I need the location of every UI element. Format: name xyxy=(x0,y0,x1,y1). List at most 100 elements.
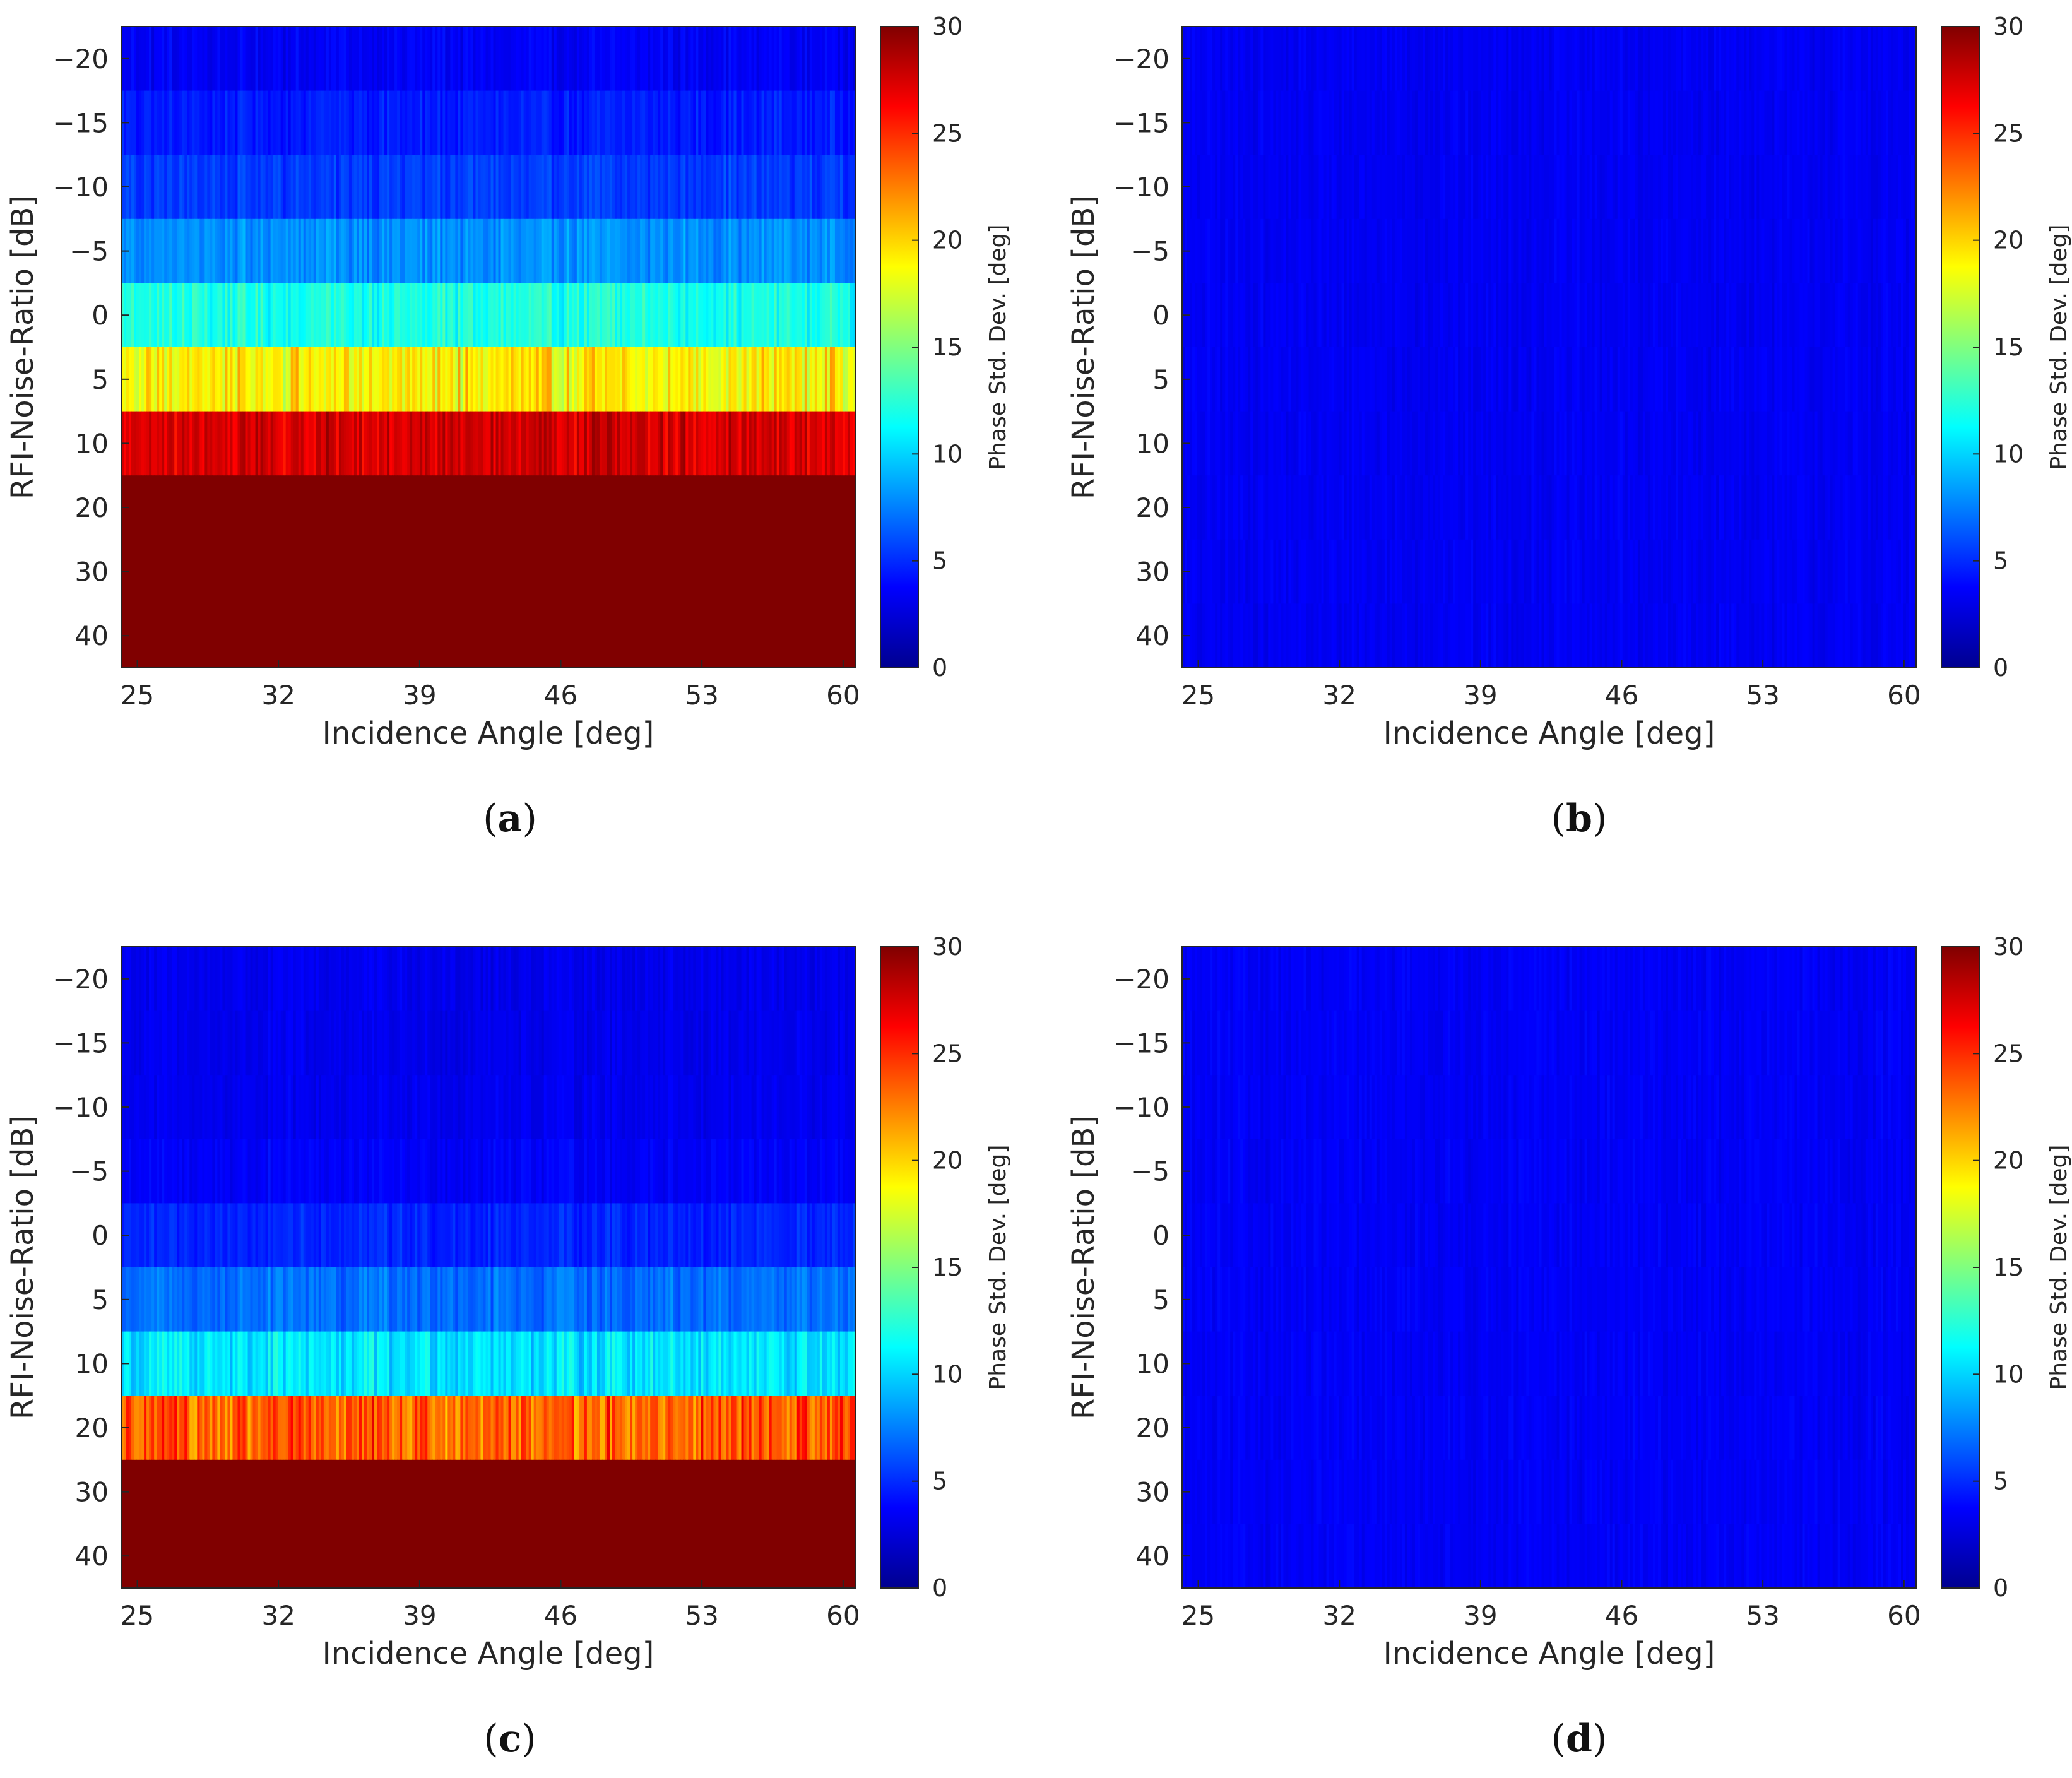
heatmap-cell xyxy=(470,539,474,604)
heatmap-cell xyxy=(1450,347,1453,412)
heatmap-cell xyxy=(1789,155,1793,220)
heatmap-cell xyxy=(192,411,195,476)
heatmap-cell xyxy=(1566,155,1570,220)
heatmap-cell xyxy=(721,475,725,540)
heatmap-cell xyxy=(1531,411,1535,476)
heatmap-cell xyxy=(485,155,489,220)
heatmap-cell xyxy=(564,603,567,668)
heatmap-cell xyxy=(713,283,717,348)
heatmap-cell xyxy=(1767,347,1770,412)
heatmap-cell xyxy=(326,90,329,155)
heatmap-cell xyxy=(174,539,177,604)
heatmap-cell xyxy=(210,475,213,540)
heatmap-cell xyxy=(556,603,560,668)
heatmap-cell xyxy=(817,218,820,283)
heatmap-cell xyxy=(1662,155,1666,220)
heatmap-cell xyxy=(1298,283,1302,348)
heatmap-cell xyxy=(513,155,517,220)
heatmap-cell xyxy=(769,411,773,476)
heatmap-cell xyxy=(336,283,340,348)
heatmap-cell xyxy=(1529,347,1532,412)
heatmap-cell xyxy=(162,539,165,604)
heatmap-cell xyxy=(683,27,686,92)
heatmap-cell xyxy=(1756,90,1760,155)
heatmap-cell xyxy=(1802,155,1806,220)
heatmap-cell xyxy=(263,27,266,92)
y-tick-label: 10 xyxy=(75,428,109,459)
heatmap-cell xyxy=(645,283,648,348)
heatmap-cell xyxy=(531,603,535,668)
heatmap-cell xyxy=(1230,90,1233,155)
heatmap-cell xyxy=(1898,347,1902,412)
heatmap-cell xyxy=(1739,283,1742,348)
heatmap-cell xyxy=(728,411,732,476)
heatmap-cell xyxy=(483,603,487,668)
heatmap-cell xyxy=(348,90,352,155)
heatmap-cell xyxy=(716,411,719,476)
heatmap-cell xyxy=(488,90,492,155)
heatmap-cell xyxy=(1777,155,1780,220)
heatmap-cell xyxy=(343,603,347,668)
heatmap-cell xyxy=(814,218,818,283)
heatmap-cell xyxy=(194,475,198,540)
heatmap-cell xyxy=(1220,218,1223,283)
heatmap-cell xyxy=(663,347,666,412)
heatmap-cell xyxy=(1448,283,1451,348)
heatmap-cell xyxy=(242,27,246,92)
heatmap-cell xyxy=(1374,90,1378,155)
heatmap-cell xyxy=(290,218,294,283)
heatmap-cell xyxy=(1265,347,1269,412)
heatmap-cell xyxy=(526,475,530,540)
heatmap-cell xyxy=(400,475,403,540)
heatmap-cell xyxy=(1356,283,1360,348)
heatmap-cell xyxy=(1496,347,1499,412)
heatmap-cell xyxy=(1676,155,1679,220)
heatmap-cell xyxy=(586,411,590,476)
heatmap-cell xyxy=(1556,283,1560,348)
heatmap-cell xyxy=(814,283,818,348)
heatmap-cell xyxy=(323,411,327,476)
heatmap-cell xyxy=(146,90,150,155)
heatmap-cell xyxy=(372,411,375,476)
heatmap-cell xyxy=(447,155,451,220)
heatmap-cell xyxy=(596,90,600,155)
heatmap-cell xyxy=(323,475,327,540)
heatmap-cell xyxy=(1448,218,1451,283)
heatmap-cell xyxy=(827,27,831,92)
heatmap-cell xyxy=(1774,27,1778,92)
heatmap-cell xyxy=(1703,218,1707,283)
heatmap-cell xyxy=(516,218,519,283)
heatmap-cell xyxy=(283,27,287,92)
heatmap-cell xyxy=(776,539,780,604)
heatmap-cell xyxy=(829,90,833,155)
heatmap-cell xyxy=(551,475,555,540)
heatmap-cell xyxy=(437,27,441,92)
heatmap-cell xyxy=(556,347,560,412)
heatmap-cell xyxy=(607,411,610,476)
heatmap-cell xyxy=(683,347,686,412)
heatmap-cell xyxy=(394,155,398,220)
heatmap-cell xyxy=(1910,347,1914,412)
heatmap-cell xyxy=(756,27,760,92)
heatmap-cell xyxy=(1582,90,1585,155)
heatmap-cell xyxy=(463,411,466,476)
heatmap-cell xyxy=(475,90,479,155)
heatmap-cell xyxy=(1873,347,1876,412)
heatmap-cell xyxy=(1802,90,1806,155)
heatmap-cell xyxy=(685,218,689,283)
heatmap-cell xyxy=(144,475,147,540)
heatmap-cell xyxy=(358,411,362,476)
heatmap-cell xyxy=(1868,411,1871,476)
heatmap-cell xyxy=(498,475,502,540)
heatmap-cell xyxy=(1200,411,1203,476)
heatmap-cell xyxy=(177,283,180,348)
heatmap-cell xyxy=(1428,155,1431,220)
heatmap-cell xyxy=(1870,155,1874,220)
heatmap-cell xyxy=(157,539,160,604)
heatmap-cell xyxy=(807,90,810,155)
heatmap-cell xyxy=(1764,27,1767,92)
heatmap-cell xyxy=(546,155,550,220)
heatmap-cell xyxy=(338,411,342,476)
heatmap-cell xyxy=(215,283,218,348)
heatmap-cell xyxy=(298,539,302,604)
